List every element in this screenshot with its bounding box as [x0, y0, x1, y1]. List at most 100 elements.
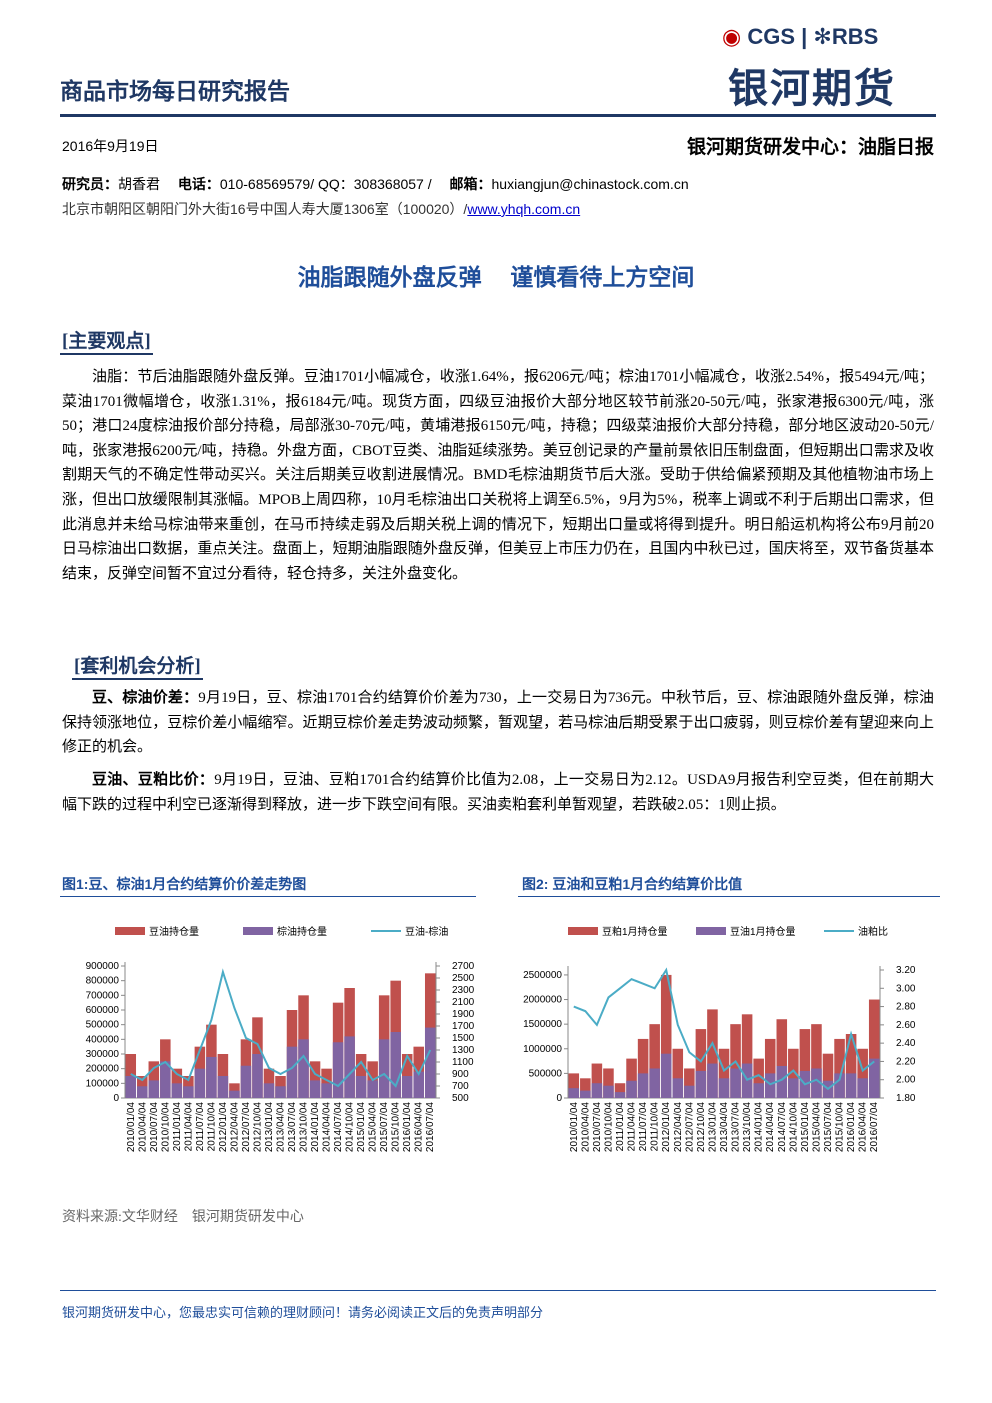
bar: [788, 1048, 799, 1098]
y-tick-label: 700000: [86, 990, 120, 1001]
x-tick-label: 2012/10/04: [696, 1102, 707, 1152]
bar: [344, 1036, 355, 1098]
bar: [252, 1054, 263, 1098]
website-link[interactable]: www.yhqh.com.cn: [467, 201, 581, 217]
paragraph: 油脂：节后油脂跟随外盘反弹。豆油1701小幅减仓，收涨1.64%，报6206元/…: [62, 365, 934, 586]
x-tick-label: 2010/01/04: [126, 1102, 137, 1152]
bar: [603, 1085, 614, 1098]
y2-tick-label: 2.00: [896, 1075, 916, 1086]
bar: [591, 1083, 603, 1098]
bar: [857, 1078, 868, 1098]
bar: [764, 1073, 776, 1098]
x-tick-label: 2011/07/04: [638, 1102, 649, 1152]
x-tick-label: 2010/10/04: [603, 1102, 614, 1152]
bar: [649, 1068, 660, 1098]
x-tick-label: 2015/07/04: [379, 1102, 390, 1152]
legend-label: 豆粕1月持仓量: [602, 925, 668, 938]
legend-label: 豆油1月持仓量: [730, 925, 796, 938]
paragraph: 豆、棕油价差：9月19日，豆、棕油1701合约结算价价差为730，上一交易日为7…: [62, 686, 934, 760]
bar: [626, 1080, 637, 1098]
y2-tick-label: 2.20: [896, 1056, 916, 1067]
bar: [857, 1048, 868, 1098]
footer-rule: [60, 1290, 936, 1291]
bar: [695, 1029, 707, 1098]
bar: [603, 1068, 614, 1098]
x-tick-label: 2015/01/04: [800, 1102, 811, 1152]
y-tick-label: 600000: [86, 1005, 120, 1016]
bar: [580, 1078, 591, 1098]
address-line: 北京市朝阳区朝阳门外大街16号中国人寿大厦1306室（100020）/www.y…: [62, 199, 580, 219]
label: 邮箱：: [449, 176, 492, 192]
y2-tick-label: 1900: [452, 1009, 475, 1020]
x-tick-label: 2014/10/04: [788, 1102, 799, 1152]
bar: [148, 1080, 160, 1098]
legend-swatch: [696, 927, 726, 935]
bar: [707, 1009, 718, 1098]
x-tick-label: 2014/04/04: [765, 1102, 776, 1152]
x-tick-label: 2012/10/04: [252, 1102, 263, 1152]
bar: [845, 1034, 857, 1098]
y-tick-label: 1000000: [523, 1044, 562, 1055]
x-tick-label: 2012/07/04: [684, 1102, 695, 1152]
bar: [672, 1078, 684, 1098]
y2-tick-label: 1500: [452, 1033, 475, 1044]
header-rule: [60, 114, 936, 117]
bar: [171, 1083, 183, 1098]
x-tick-label: 2010/10/04: [160, 1102, 171, 1152]
y-tick-label: 800000: [86, 976, 120, 987]
legend-swatch: [243, 927, 273, 935]
bar: [684, 1085, 695, 1098]
bar: [263, 1068, 275, 1098]
bar: [591, 1063, 603, 1098]
section-heading: [主要观点]: [60, 326, 153, 355]
bar: [776, 1066, 788, 1098]
bar: [275, 1086, 286, 1098]
figure-title: 图1:豆、棕油1月合约结算价价差走势图: [62, 876, 307, 892]
y-tick-label: 100000: [86, 1078, 120, 1089]
bar: [229, 1090, 240, 1098]
y2-tick-label: 2.80: [896, 1002, 916, 1013]
bar: [378, 1039, 390, 1098]
y-tick-label: 500000: [529, 1068, 563, 1079]
lead: 豆、棕油价差：: [92, 690, 199, 706]
bar: [834, 1073, 845, 1098]
x-tick-label: 2015/04/04: [368, 1102, 379, 1152]
bar: [788, 1078, 799, 1098]
bar: [240, 1065, 252, 1098]
x-tick-label: 2013/04/04: [276, 1102, 287, 1152]
bar: [799, 1029, 811, 1098]
rule: [60, 896, 476, 897]
bar: [718, 1048, 730, 1098]
bar: [684, 1068, 695, 1098]
bar: [286, 1046, 298, 1098]
x-tick-label: 2014/01/04: [754, 1102, 765, 1152]
text: 油脂：节后油脂跟随外盘反弹。豆油1701小幅减仓，收涨1.64%，报6206元/…: [62, 369, 934, 582]
bar: [580, 1090, 591, 1098]
bar: [367, 1080, 378, 1098]
text: 9月19日，豆油、豆粕1701合约结算价比值为2.08，上一交易日为2.12。U…: [62, 772, 934, 813]
x-tick-label: 2016/01/04: [402, 1102, 413, 1152]
footer: 银河期货研发中心，您最忠实可信赖的理财顾问！请务必阅读正文后的免责声明部分: [62, 1305, 544, 1320]
bar: [811, 1024, 822, 1098]
address: 北京市朝阳区朝阳门外大街16号中国人寿大厦1306室（100020）/: [62, 201, 468, 217]
y-tick-label: 200000: [86, 1064, 120, 1075]
bar: [401, 1076, 413, 1098]
headline: 油脂跟随外盘反弹 谨慎看待上方空间: [297, 265, 695, 290]
lead: 豆油、豆粕比价：: [92, 772, 215, 788]
bar: [649, 1024, 660, 1098]
x-tick-label: 2014/10/04: [345, 1102, 356, 1152]
y2-tick-label: 900: [452, 1069, 469, 1080]
bar: [125, 1076, 137, 1098]
bar: [263, 1083, 275, 1098]
x-tick-label: 2016/04/04: [858, 1102, 869, 1152]
legend-label: 棕油持仓量: [277, 925, 327, 938]
y2-tick-label: 2.40: [896, 1038, 916, 1049]
x-tick-label: 2015/01/04: [356, 1102, 367, 1152]
label: 研究员：: [62, 176, 118, 192]
y2-tick-label: 3.00: [896, 983, 916, 994]
bar: [868, 999, 880, 1098]
bar: [206, 1056, 217, 1098]
y2-tick-label: 1700: [452, 1021, 475, 1032]
y-tick-label: 0: [556, 1093, 562, 1104]
